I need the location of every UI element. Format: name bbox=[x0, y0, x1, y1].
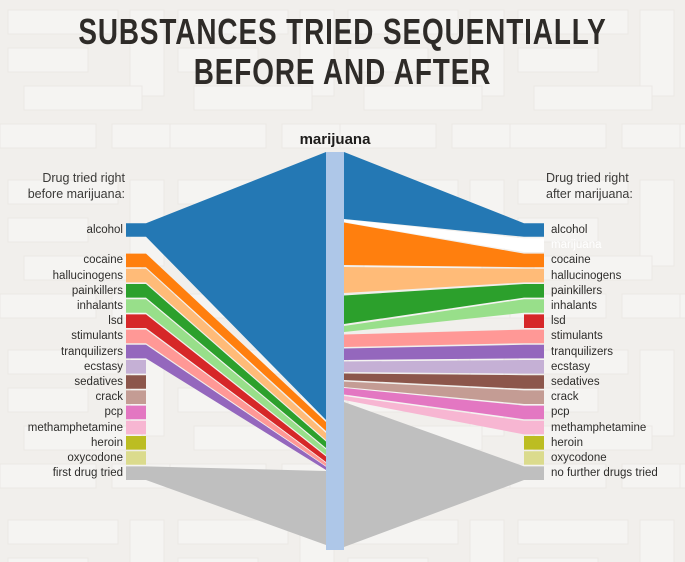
left-column-header-line-2: before marijuana: bbox=[27, 186, 125, 201]
flow-right-no-further-drugs-tried bbox=[344, 402, 544, 547]
flow-left-methamphetamine bbox=[126, 420, 146, 435]
flow-right-inhalants bbox=[344, 299, 544, 332]
label-right-inhalants: inhalants bbox=[551, 300, 598, 312]
flow-left-crack bbox=[126, 390, 146, 404]
label-left-alcohol: alcohol bbox=[86, 224, 123, 236]
left-column-header-line-1: Drug tried right bbox=[42, 171, 125, 185]
page-title-line-2: BEFORE AND AFTER bbox=[193, 50, 492, 93]
flow-right-alcohol bbox=[344, 152, 544, 237]
flow-right-oxycodone bbox=[524, 451, 544, 465]
flow-right-stimulants bbox=[344, 329, 544, 347]
label-right-hallucinogens: hallucinogens bbox=[551, 269, 622, 282]
flow-right-painkillers bbox=[344, 284, 544, 324]
label-right-cocaine: cocaine bbox=[551, 254, 591, 267]
label-left-methamphetamine: methamphetamine bbox=[27, 421, 123, 434]
label-left-stimulants: stimulants bbox=[71, 330, 123, 343]
flow-right-hallucinogens bbox=[344, 267, 544, 293]
flow-left-alcohol bbox=[126, 152, 326, 420]
label-left-first-drug-tried: first drug tried bbox=[52, 467, 123, 480]
flow-left-heroin bbox=[126, 436, 146, 450]
label-right-methamphetamine: methamphetamine bbox=[551, 421, 647, 434]
flow-right-sedatives bbox=[344, 373, 544, 389]
marijuana-node-label: marijuana bbox=[299, 131, 371, 148]
label-right-alcohol: alcohol bbox=[551, 224, 588, 236]
flow-right-cocaine bbox=[344, 222, 544, 268]
page-title-line-1: SUBSTANCES TRIED SEQUENTIALLY bbox=[78, 10, 607, 53]
label-left-oxycodone: oxycodone bbox=[67, 452, 123, 464]
flow-right-marijuana bbox=[344, 219, 544, 252]
marijuana-bar bbox=[326, 152, 344, 550]
label-right-pcp: pcp bbox=[551, 406, 570, 419]
label-right-heroin: heroin bbox=[551, 436, 583, 449]
label-right-sedatives: sedatives bbox=[551, 376, 600, 388]
label-right-marijuana: marijuana bbox=[551, 239, 602, 252]
label-right-crack: crack bbox=[551, 391, 579, 404]
flow-left-ecstasy bbox=[126, 360, 146, 374]
label-right-lsd: lsd bbox=[551, 315, 566, 328]
label-right-stimulants: stimulants bbox=[551, 330, 603, 343]
flow-left-oxycodone bbox=[126, 451, 146, 465]
label-left-pcp: pcp bbox=[104, 406, 123, 419]
page-title: SUBSTANCES TRIED SEQUENTIALLY BEFORE AND… bbox=[34, 10, 651, 93]
label-left-ecstasy: ecstasy bbox=[84, 360, 123, 373]
left-column-header: Drug tried right before marijuana: bbox=[0, 171, 125, 202]
right-column-header-line-2: after marijuana: bbox=[546, 186, 633, 201]
flow-left-pcp bbox=[126, 405, 146, 420]
flow-right-pcp bbox=[344, 388, 544, 420]
label-left-tranquilizers: tranquilizers bbox=[61, 345, 123, 358]
flow-right-heroin bbox=[524, 436, 544, 450]
flow-left-first-drug-tried bbox=[126, 466, 326, 545]
label-left-hallucinogens: hallucinogens bbox=[52, 269, 123, 282]
right-column-header: Drug tried right after marijuana: bbox=[546, 171, 685, 202]
label-left-cocaine: cocaine bbox=[83, 254, 123, 267]
label-right-ecstasy: ecstasy bbox=[551, 360, 590, 373]
label-right-no-further-drugs-tried: no further drugs tried bbox=[551, 467, 658, 480]
label-right-tranquilizers: tranquilizers bbox=[551, 345, 613, 358]
flow-left-sedatives bbox=[126, 375, 146, 389]
label-left-sedatives: sedatives bbox=[74, 376, 123, 388]
label-left-inhalants: inhalants bbox=[76, 300, 123, 312]
flow-right-methamphetamine bbox=[344, 396, 544, 435]
label-left-crack: crack bbox=[95, 391, 123, 404]
label-left-painkillers: painkillers bbox=[71, 284, 123, 297]
flow-right-ecstasy bbox=[344, 360, 544, 374]
right-column-header-line-1: Drug tried right bbox=[546, 171, 629, 185]
label-right-painkillers: painkillers bbox=[551, 284, 603, 297]
label-right-oxycodone: oxycodone bbox=[551, 452, 607, 464]
label-left-heroin: heroin bbox=[91, 436, 123, 449]
flow-right-lsd bbox=[524, 314, 544, 328]
flow-left-tranquilizers bbox=[126, 344, 326, 470]
label-left-lsd: lsd bbox=[108, 315, 123, 328]
flow-right-crack bbox=[344, 381, 544, 404]
flow-right-tranquilizers bbox=[344, 344, 544, 360]
